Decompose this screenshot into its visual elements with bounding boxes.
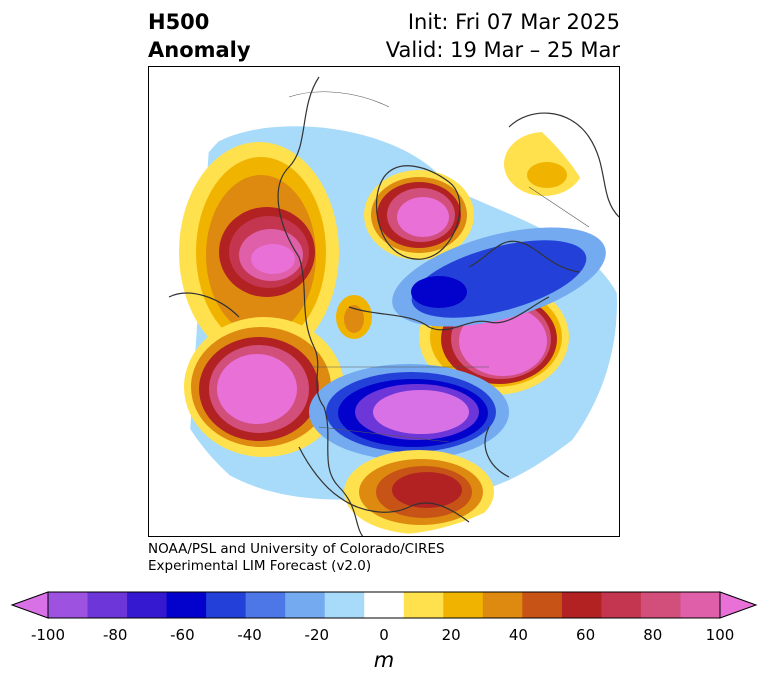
colorbar-tick-label: -60 <box>170 626 195 644</box>
colorbar-max-extend <box>719 591 758 619</box>
anomaly-contours <box>179 126 617 534</box>
colorbar-cell <box>285 592 326 618</box>
colorbar-outline <box>47 591 721 619</box>
colorbar-tick-label: 60 <box>576 626 596 644</box>
anomaly-map <box>148 66 620 537</box>
colorbar-cell <box>522 592 563 618</box>
colorbar-cell <box>206 592 247 618</box>
colorbar-cell <box>601 592 642 618</box>
colorbar-cell <box>166 592 207 618</box>
colorbar-cell <box>561 592 602 618</box>
colorbar <box>10 591 758 619</box>
map-title-left: H500 Anomaly <box>148 8 251 64</box>
colorbar-tick-label: 40 <box>508 626 528 644</box>
credit-line-2: Experimental LIM Forecast (v2.0) <box>148 558 372 574</box>
colorbar-cell <box>245 592 286 618</box>
colorbar-cell <box>48 592 89 618</box>
colorbar-cells <box>48 592 721 618</box>
colorbar-cell <box>403 592 444 618</box>
colorbar-tick-label: 20 <box>441 626 461 644</box>
field-label: Anomaly <box>148 38 251 62</box>
colorbar-tick-label: 80 <box>643 626 663 644</box>
init-date-label: Init: Fri 07 Mar 2025 <box>407 10 620 34</box>
colorbar-cell <box>482 592 523 618</box>
borders <box>288 91 590 443</box>
map-title-right: Init: Fri 07 Mar 2025 Valid: 19 Mar – 25… <box>386 8 620 64</box>
colorbar-tick-label: -20 <box>304 626 330 644</box>
coastlines <box>168 76 619 536</box>
credit-line-1: NOAA/PSL and University of Colorado/CIRE… <box>148 541 445 557</box>
colorbar-cell <box>364 592 405 618</box>
colorbar-tick-label: -40 <box>237 626 262 644</box>
colorbar-tick-label: -80 <box>102 626 128 644</box>
credit-text: NOAA/PSL and University of Colorado/CIRE… <box>148 541 445 575</box>
colorbar-tick-label: 0 <box>379 626 389 644</box>
colorbar-unit: m <box>373 648 395 672</box>
colorbar-cell <box>443 592 484 618</box>
colorbar-min-extend <box>10 591 49 619</box>
colorbar-tick-label: 100 <box>705 626 735 644</box>
colorbar-tick-label: -100 <box>30 626 66 644</box>
colorbar-cell <box>127 592 168 618</box>
colorbar-cell <box>87 592 128 618</box>
valid-period-label: Valid: 19 Mar – 25 Mar <box>385 38 620 62</box>
anomaly-map-svg <box>168 76 619 536</box>
colorbar-cell <box>640 592 681 618</box>
colorbar-tick-labels: -100 -80 -60 -40 -20 0 20 40 60 80 100 <box>0 626 768 646</box>
colorbar-cell <box>324 592 365 618</box>
colorbar-cell <box>680 592 721 618</box>
variable-label: H500 <box>148 10 210 34</box>
